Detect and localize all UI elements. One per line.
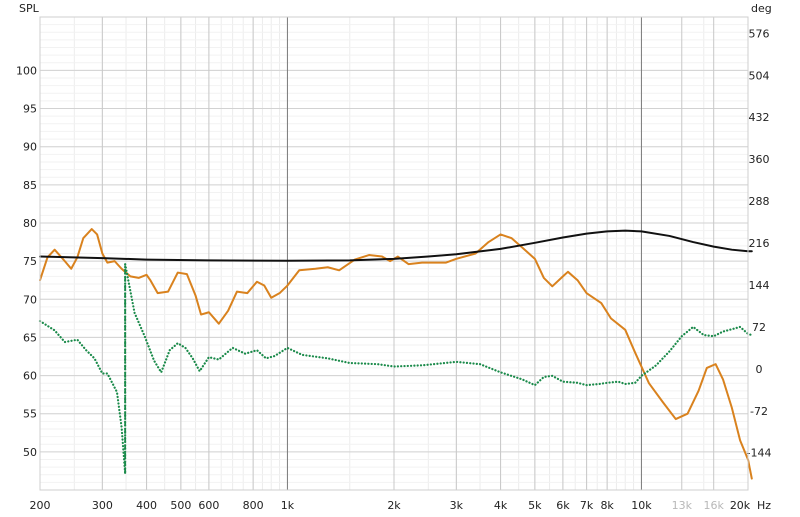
y-tick-label: 50 xyxy=(23,446,37,459)
x-axis-ticks: 200 300 400 500 600 800 1k 2k 3k 4k 5k 6k 7k 8k 10k 13k… xyxy=(30,499,751,512)
y-tick-label: 85 xyxy=(23,179,37,192)
x-tick-label: 4k xyxy=(494,499,508,512)
y-tick-label: 95 xyxy=(23,103,37,116)
y-tick-label: 90 xyxy=(23,141,37,154)
y2-tick-label: -144 xyxy=(747,447,772,460)
series-line-1 xyxy=(39,228,753,480)
y-axis-ticks: 50 55 60 65 70 75 80 85 90 95 100 xyxy=(16,64,37,458)
y-tick-label: 55 xyxy=(23,408,37,421)
y2-tick-label: 0 xyxy=(756,363,763,376)
plot-frame xyxy=(39,16,749,491)
series-line-2 xyxy=(39,229,753,262)
x-tick-label: 10k xyxy=(631,499,652,512)
x-tick-label: 2k xyxy=(387,499,401,512)
x-tick-label: 8k xyxy=(600,499,614,512)
y2-tick-label: 576 xyxy=(749,27,770,40)
y-tick-label: 60 xyxy=(23,370,37,383)
x-tick-label: 300 xyxy=(92,499,113,512)
y2-axis-title: deg xyxy=(751,2,772,15)
x-tick-label: 800 xyxy=(243,499,264,512)
y2-tick-label: 144 xyxy=(749,279,770,292)
x-tick-label: 400 xyxy=(136,499,157,512)
y2-tick-label: -72 xyxy=(750,405,768,418)
y-tick-label: 100 xyxy=(16,64,37,77)
y2-tick-label: 216 xyxy=(749,237,770,250)
y2-tick-label: 288 xyxy=(749,195,770,208)
x-tick-label: 200 xyxy=(30,499,51,512)
x-tick-label: 5k xyxy=(528,499,542,512)
y-tick-label: 80 xyxy=(23,217,37,230)
y-tick-label: 70 xyxy=(23,293,37,306)
x-tick-label: 16k xyxy=(704,499,725,512)
y2-tick-label: 432 xyxy=(749,111,770,124)
x-tick-label: 500 xyxy=(170,499,191,512)
x-tick-label: 3k xyxy=(450,499,464,512)
x-axis-unit: Hz xyxy=(757,499,771,512)
y-tick-label: 65 xyxy=(23,331,37,344)
y-tick-label: 75 xyxy=(23,255,37,268)
x-tick-label: 13k xyxy=(672,499,693,512)
y2-axis-ticks: -144 -72 0 72 144 216 288 360 432 504 576 xyxy=(747,27,772,459)
x-tick-label: 20k xyxy=(730,499,751,512)
x-tick-label: 1k xyxy=(281,499,295,512)
y2-tick-label: 72 xyxy=(752,321,766,334)
x-tick-label: 7k xyxy=(580,499,594,512)
major-grid xyxy=(39,17,749,490)
series-group xyxy=(38,228,753,480)
x-tick-label: 600 xyxy=(198,499,219,512)
x-tick-label: 6k xyxy=(556,499,570,512)
y2-tick-label: 504 xyxy=(749,69,770,82)
y-axis-title: SPL xyxy=(19,2,40,15)
y2-tick-label: 360 xyxy=(749,153,770,166)
